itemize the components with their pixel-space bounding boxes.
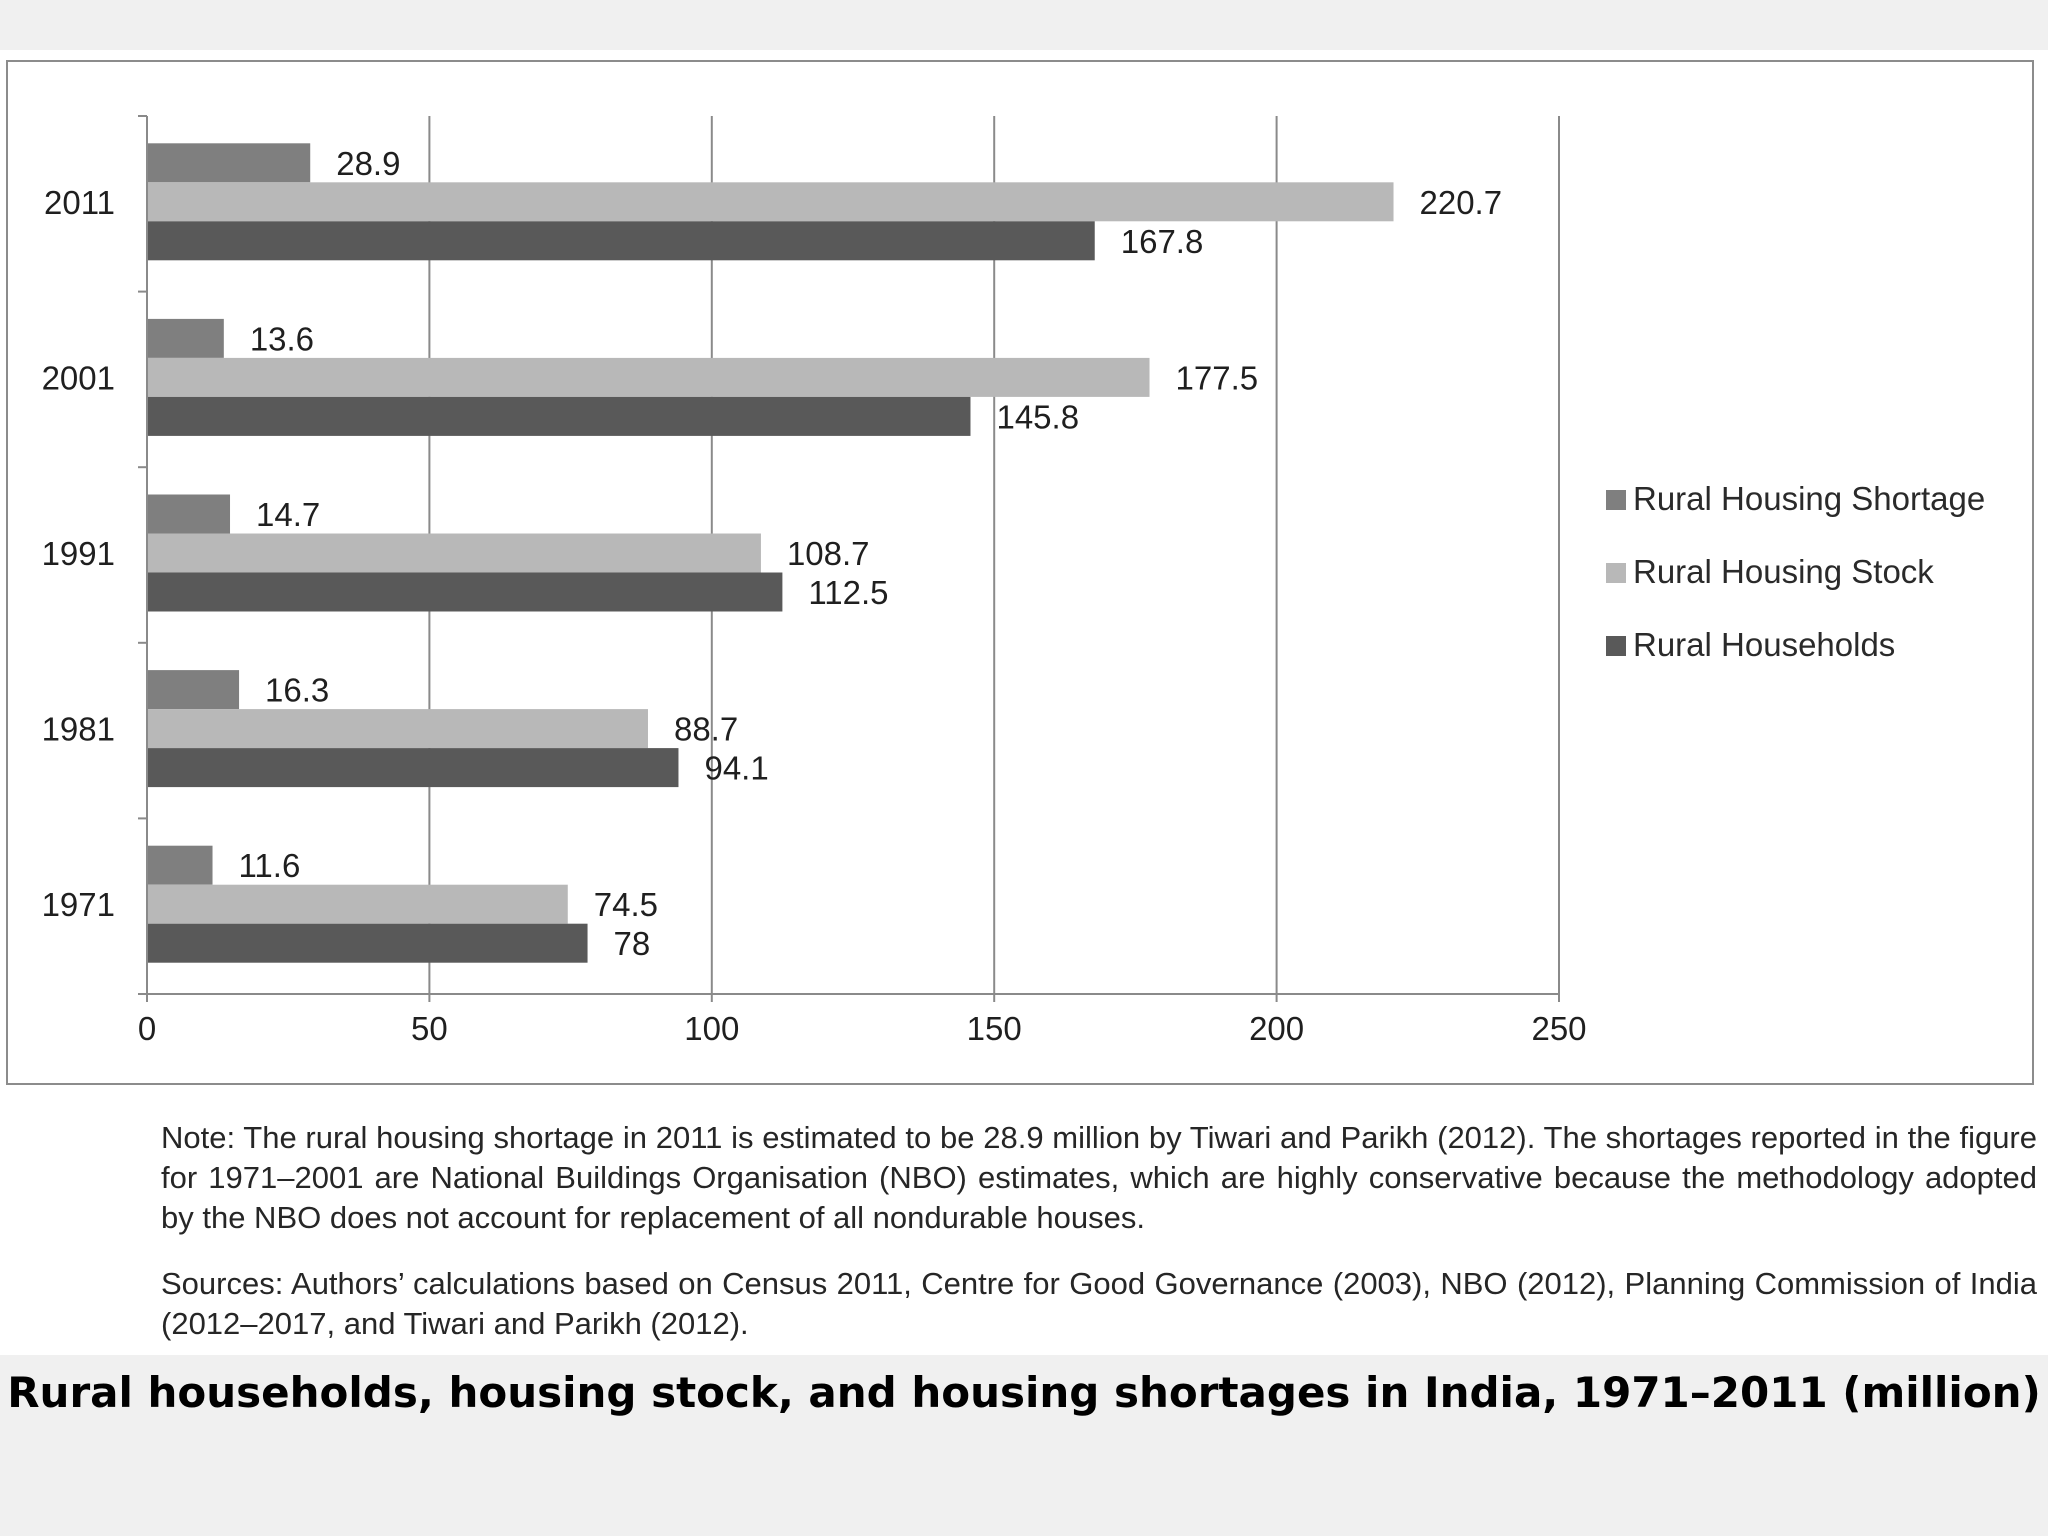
x-tick-label: 0: [138, 1010, 156, 1047]
bar: [148, 923, 588, 963]
bar: [148, 396, 971, 436]
legend-label: Rural Housing Stock: [1633, 553, 1934, 590]
axes: 0 50 100 150 200 250 2011 2001 1991 1981 1971: [42, 115, 1587, 1047]
data-label: 220.7: [1420, 184, 1503, 221]
legend-label: Rural Households: [1633, 626, 1895, 663]
data-label: 74.5: [594, 886, 658, 923]
data-label: 177.5: [1176, 359, 1259, 396]
figure-caption: Rural households, housing stock, and hou…: [7, 1368, 2041, 1417]
bar: [148, 845, 213, 885]
bar: [148, 143, 311, 183]
data-label: 167.8: [1121, 223, 1204, 260]
data-label: 13.6: [250, 320, 314, 357]
data-label: 14.7: [256, 496, 320, 533]
bar: [148, 709, 648, 749]
y-category-label: 1981: [42, 711, 115, 748]
chart-frame: 0 50 100 150 200 250 2011 2001 1991 1981 1971 28.9…: [6, 60, 2034, 1085]
chart-sources: Sources: Authors’ calculations based on …: [161, 1266, 2037, 1341]
y-category-label: 1991: [42, 535, 115, 572]
legend-swatch: [1606, 563, 1626, 583]
data-label: 16.3: [265, 672, 329, 709]
legend-label: Rural Housing Shortage: [1633, 480, 1985, 517]
x-tick-label: 50: [411, 1010, 448, 1047]
data-label: 28.9: [336, 145, 400, 182]
data-label: 108.7: [787, 535, 870, 572]
bar: [148, 494, 231, 534]
bar: [148, 884, 568, 924]
x-tick-label: 150: [967, 1010, 1022, 1047]
bar: [148, 748, 679, 788]
bars: [148, 143, 1394, 963]
x-tick-label: 100: [684, 1010, 739, 1047]
bar: [148, 221, 1095, 261]
data-labels: 28.9 220.7 167.8 13.6 177.5 145.8 14.7 108.7112…: [239, 145, 1503, 962]
legend-swatch: [1606, 636, 1626, 656]
x-tick-label: 200: [1249, 1010, 1304, 1047]
bar: [148, 533, 761, 573]
bar: [148, 182, 1394, 222]
bar: [148, 572, 783, 612]
chart-note: Note: The rural housing shortage in 2011…: [161, 1120, 2037, 1235]
bar: [148, 670, 240, 710]
legend-swatch: [1606, 490, 1626, 510]
y-category-label: 2011: [44, 184, 115, 221]
data-label: 88.7: [674, 711, 738, 748]
bar-chart: 0 50 100 150 200 250 2011 2001 1991 1981 1971 28.9…: [42, 115, 1985, 1047]
x-tick-label: 250: [1531, 1010, 1586, 1047]
data-label: 11.6: [239, 847, 301, 884]
y-category-label: 1971: [42, 886, 115, 923]
data-label: 145.8: [996, 398, 1079, 435]
legend: Rural Housing Shortage Rural Housing Stoc…: [1606, 480, 1985, 663]
data-label: 94.1: [704, 750, 768, 787]
data-label: 112.5: [808, 574, 888, 611]
bar: [148, 318, 224, 358]
data-label: 78: [614, 925, 651, 962]
bar: [148, 357, 1150, 397]
y-category-label: 2001: [42, 359, 115, 396]
